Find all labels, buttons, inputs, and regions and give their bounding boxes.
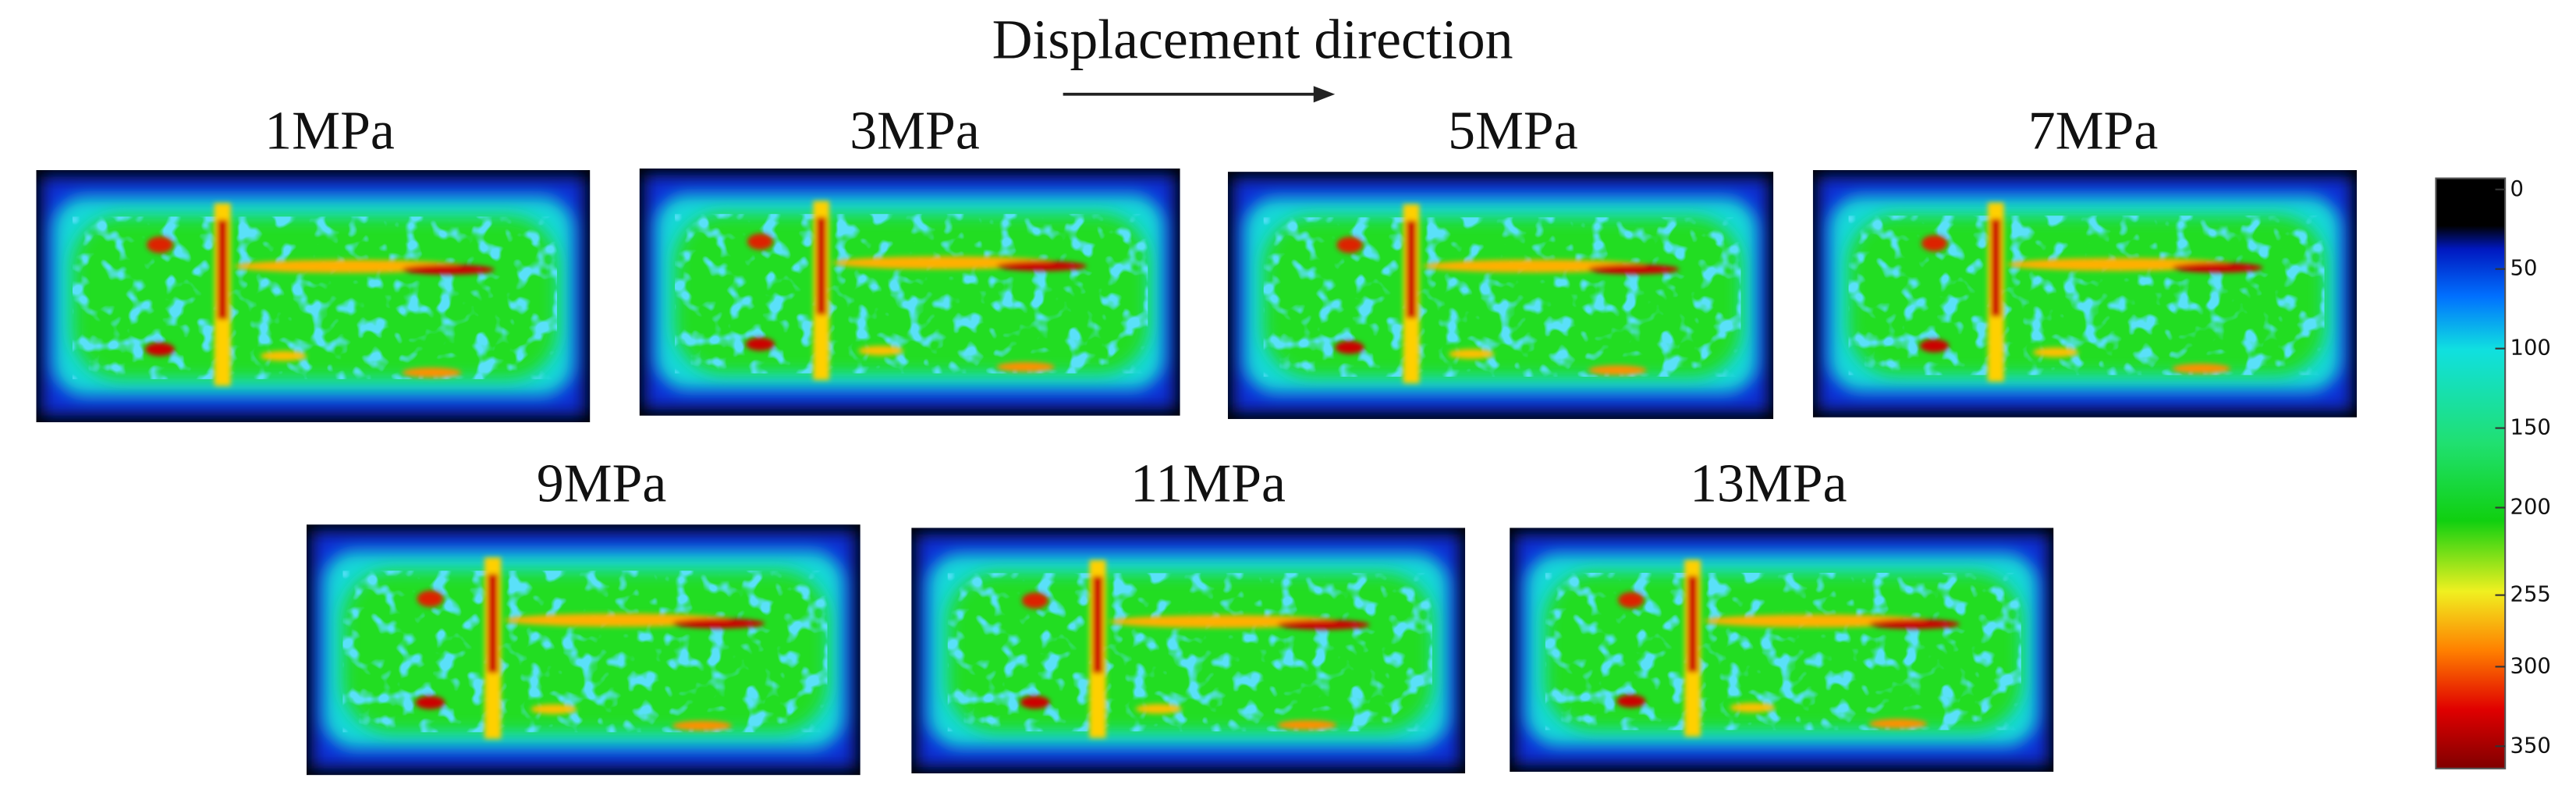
panel-label: 13MPa	[1690, 454, 1847, 514]
panel-label: 1MPa	[264, 101, 395, 161]
colorbar	[2435, 177, 2507, 769]
title: Displacement direction	[992, 8, 1513, 70]
heatmap-panel: 3MPa	[640, 101, 1180, 415]
arrow-head	[1313, 86, 1336, 103]
panel-label: 3MPa	[850, 101, 980, 161]
colorbar-tick-label: 200	[2510, 496, 2550, 520]
panel-label: 5MPa	[1448, 101, 1578, 161]
heatmap-panel: 9MPa	[307, 454, 860, 776]
heatmap-panel: 1MPa	[36, 101, 590, 422]
colorbar-tick-label: 255	[2510, 583, 2550, 607]
colorbar-tick-label: 300	[2510, 654, 2550, 678]
panel-label: 11MPa	[1130, 454, 1286, 514]
colorbar-tick-label: 150	[2510, 416, 2550, 440]
colorbar-tick-label: 350	[2510, 734, 2550, 758]
heatmap-panel: 11MPa	[911, 454, 1465, 774]
heatmap-panel: 7MPa	[1813, 101, 2357, 417]
colorbar-tick-label: 100	[2510, 336, 2550, 361]
panel-label: 7MPa	[2028, 101, 2159, 161]
heatmap-panel: 5MPa	[1228, 101, 1773, 418]
heatmap-panel: 13MPa	[1510, 454, 2053, 772]
panel-label: 9MPa	[537, 454, 667, 514]
colorbar-tick-label: 0	[2510, 177, 2523, 201]
colorbar-tick-label: 50	[2510, 257, 2537, 281]
